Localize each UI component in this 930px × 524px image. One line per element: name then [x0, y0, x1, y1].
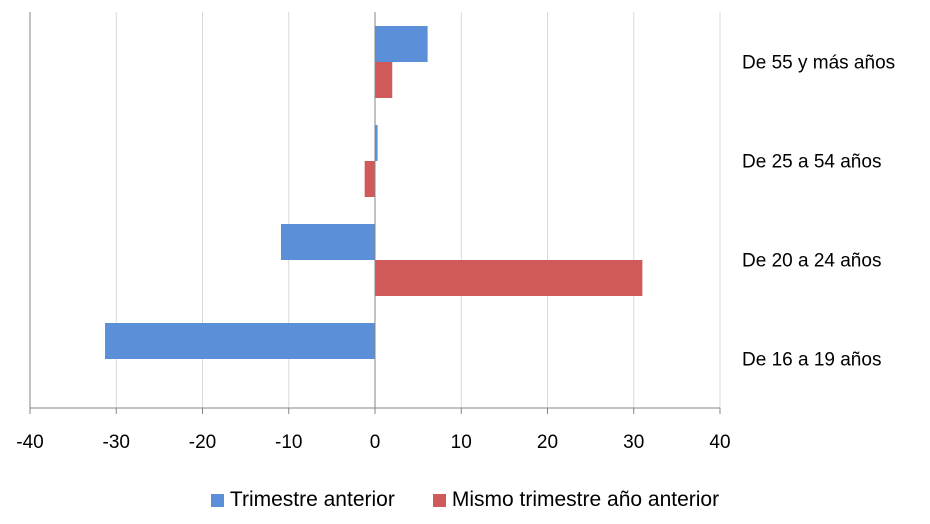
bar-mismo-trimestre — [364, 161, 375, 197]
axes — [29, 12, 721, 414]
x-tick-label: 0 — [370, 432, 381, 453]
bars — [105, 26, 643, 359]
category-label: De 20 a 24 años — [742, 251, 881, 272]
x-tick-label: 10 — [451, 432, 472, 453]
category-label: De 55 y más años — [742, 53, 895, 74]
x-tick-label: -30 — [103, 432, 130, 453]
bar-mismo-trimestre — [375, 260, 643, 296]
legend-label-series-1: Trimestre anterior — [229, 488, 395, 511]
x-tick-label: 30 — [623, 432, 644, 453]
legend-item-series-2: Mismo trimestre año anterior — [432, 488, 720, 512]
bar-trimestre-anterior — [375, 26, 428, 62]
legend-label-series-2: Mismo trimestre año anterior — [451, 488, 720, 511]
x-tick-label: 40 — [709, 432, 730, 453]
tick-labels: -40 -30 -20 -10 0 10 20 30 40 — [16, 432, 730, 453]
gridlines — [115, 12, 721, 408]
bar-mismo-trimestre — [375, 62, 393, 98]
legend-item-series-1: Trimestre anterior — [210, 488, 395, 512]
legend: Trimestre anterior Mismo trimestre año a… — [0, 480, 930, 520]
bar-trimestre-anterior — [105, 323, 375, 359]
category-label: De 25 a 54 años — [742, 152, 881, 173]
category-labels: De 55 y más años De 25 a 54 años De 20 a 2… — [742, 53, 895, 371]
x-tick-label: -20 — [189, 432, 216, 453]
x-tick-label: 20 — [537, 432, 558, 453]
bar-trimestre-anterior — [280, 224, 375, 260]
legend-swatch-series-1 — [210, 493, 224, 507]
bar-trimestre-anterior — [375, 125, 378, 161]
x-tick-label: -40 — [16, 432, 43, 453]
bar-chart: -40 -30 -20 -10 0 10 20 30 40 De 55 y más añosDe… — [16, 12, 895, 453]
x-tick-label: -10 — [275, 432, 302, 453]
legend-swatch-series-2 — [432, 493, 446, 507]
category-label: De 16 a 19 años — [742, 350, 881, 371]
